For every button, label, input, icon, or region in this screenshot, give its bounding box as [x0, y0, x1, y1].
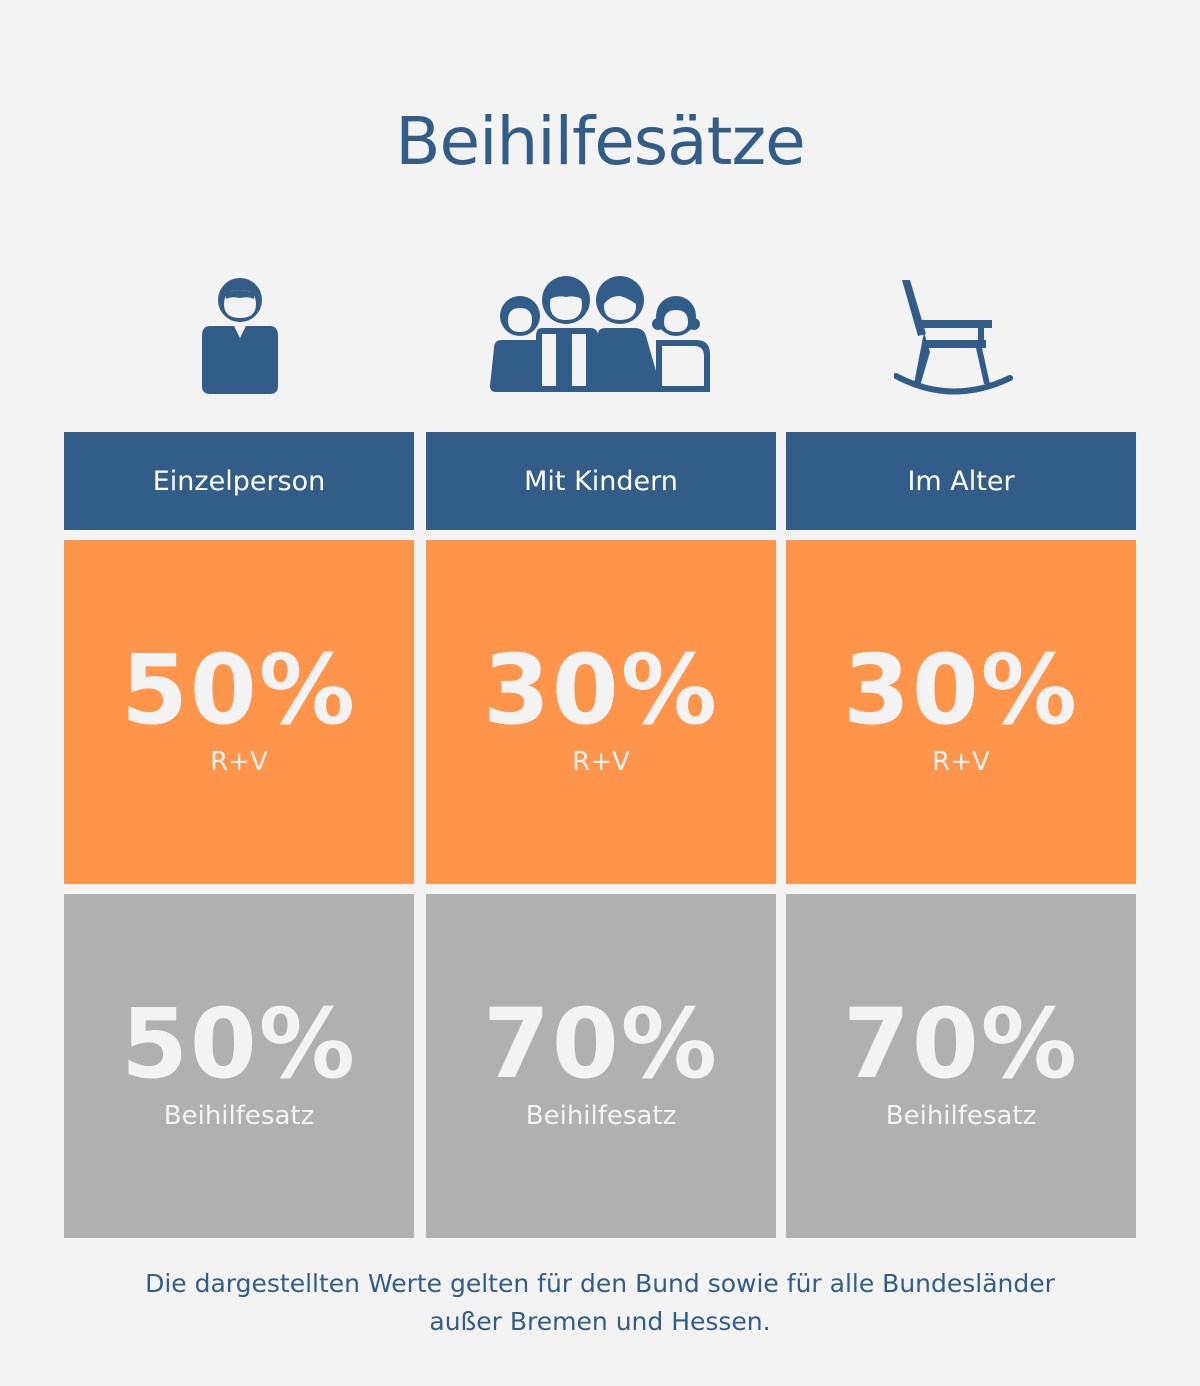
footnote-line-2: außer Bremen und Hessen. [429, 1307, 771, 1336]
beihilfe-label: Beihilfesatz [525, 1101, 677, 1131]
beihilfe-cell: 70% Beihilfesatz [786, 894, 1136, 1238]
rv-cell: 30% R+V [426, 540, 776, 884]
page-title: Beihilfesätze [395, 103, 806, 180]
beihilfe-cell: 70% Beihilfesatz [426, 894, 776, 1238]
footnote: Die dargestellten Werte gelten für den B… [0, 1265, 1200, 1341]
beihilfe-percentage: 70% [483, 988, 719, 1100]
beihilfe-label: Beihilfesatz [163, 1101, 315, 1131]
column-header: Einzelperson [64, 432, 414, 530]
rv-label: R+V [932, 747, 990, 777]
rv-percentage: 30% [483, 634, 719, 746]
beihilfe-percentage: 70% [843, 988, 1079, 1100]
family-icon [490, 276, 710, 392]
rv-label: R+V [572, 747, 630, 777]
column-header: Mit Kindern [426, 432, 776, 530]
rv-percentage: 30% [843, 634, 1079, 746]
rv-cell: 50% R+V [64, 540, 414, 884]
beihilfe-label: Beihilfesatz [885, 1101, 1037, 1131]
footnote-line-1: Die dargestellten Werte gelten für den B… [145, 1269, 1055, 1298]
beihilfe-percentage: 50% [121, 988, 357, 1100]
beihilfe-cell: 50% Beihilfesatz [64, 894, 414, 1238]
rocking-chair-icon [894, 280, 1013, 395]
person-icon [202, 278, 278, 394]
rv-cell: 30% R+V [786, 540, 1136, 884]
rv-label: R+V [210, 747, 268, 777]
column-header: Im Alter [786, 432, 1136, 530]
rv-percentage: 50% [121, 634, 357, 746]
